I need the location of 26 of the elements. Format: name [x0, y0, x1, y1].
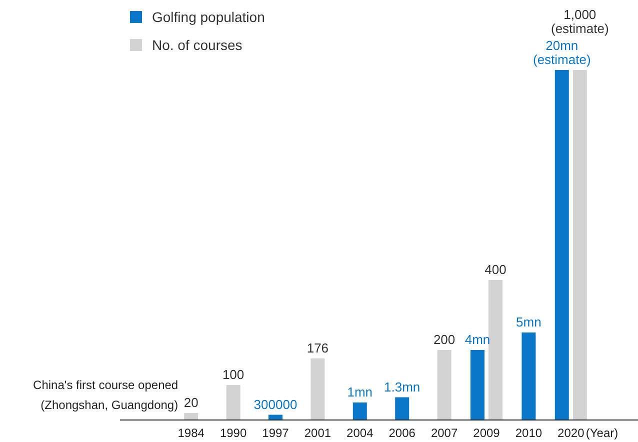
x-tick-label: 2010 — [515, 426, 542, 440]
data-label: 4mn — [464, 332, 490, 347]
data-label: 1,000 (estimate) — [551, 7, 609, 36]
data-label: 200 — [433, 332, 456, 347]
x-tick-label: 2004 — [346, 426, 374, 440]
x-axis-title: (Year) — [586, 426, 618, 440]
data-label: 176 — [306, 340, 329, 356]
x-tick-label: 1984 — [178, 426, 205, 440]
x-tick-label: 2001 — [304, 426, 332, 440]
legend-label: Golfing population — [152, 9, 265, 25]
data-label: 1mn — [347, 384, 373, 400]
data-label: 1.3mn — [384, 379, 420, 394]
x-tick-label: 2020 — [558, 426, 585, 440]
x-tick-label: 2009 — [473, 426, 500, 440]
x-tick-label: 1997 — [262, 426, 290, 440]
data-label: 300000 — [254, 396, 298, 412]
x-tick-label: 1990 — [220, 426, 247, 440]
data-label: 400 — [484, 262, 506, 277]
data-label: 20mn (estimate) — [533, 38, 591, 67]
x-tick-label: 2007 — [430, 426, 458, 440]
legend-label: No. of courses — [152, 37, 242, 53]
x-tick-label: 2006 — [388, 426, 416, 440]
annotation: China's first course opened (Zhongshan, Guangdong) — [33, 378, 178, 412]
data-label: 20 — [184, 395, 198, 410]
data-label: 100 — [222, 367, 244, 382]
data-label: 5mn — [516, 314, 542, 330]
